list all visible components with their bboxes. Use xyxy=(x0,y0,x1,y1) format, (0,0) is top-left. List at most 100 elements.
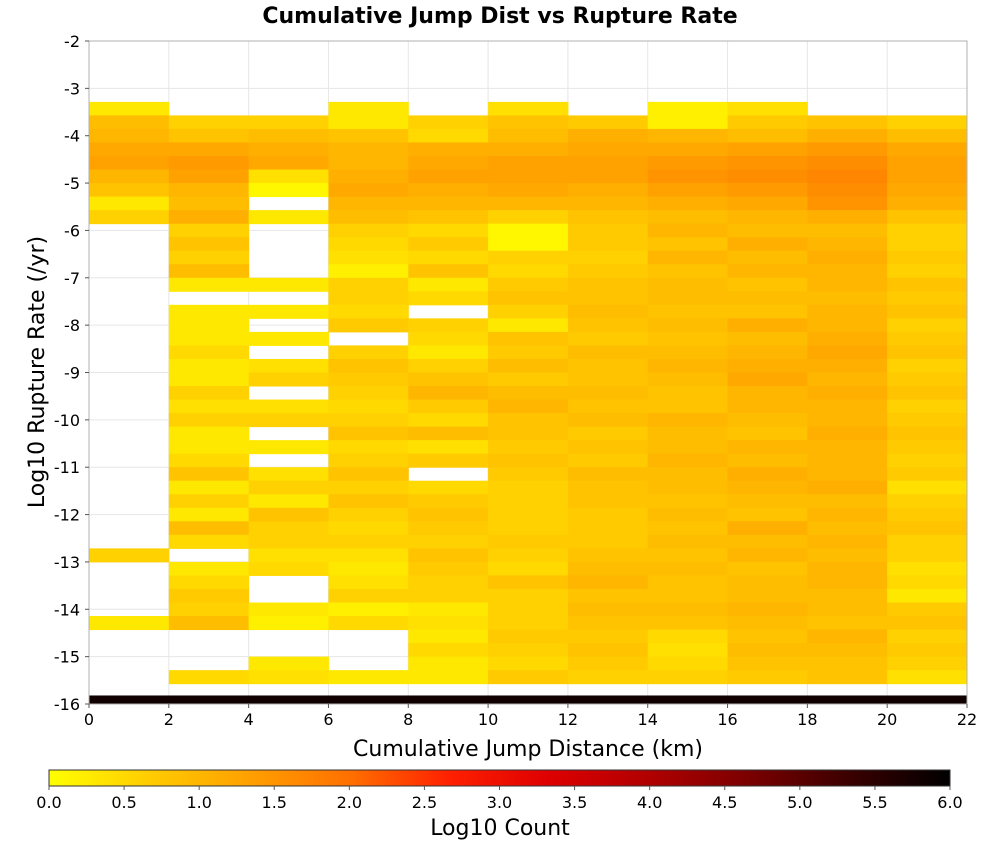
heatmap-cell xyxy=(408,548,489,563)
colorbar-label: Log10 Count xyxy=(430,816,570,841)
heatmap-cell xyxy=(887,210,968,225)
heatmap-cell xyxy=(567,223,649,238)
heatmap-cell xyxy=(408,142,489,157)
heatmap-cell xyxy=(887,629,968,644)
x-tick-label: 20 xyxy=(877,710,897,729)
heatmap-cell xyxy=(248,372,329,387)
heatmap-cell xyxy=(727,548,808,563)
heatmap-cell xyxy=(567,277,649,292)
heatmap-cell xyxy=(168,480,250,495)
y-tick-label: -10 xyxy=(54,411,80,430)
heatmap-cell xyxy=(328,345,409,360)
x-tick-label: 16 xyxy=(717,710,737,729)
heatmap-cell xyxy=(168,575,250,590)
heatmap-cell xyxy=(727,183,808,198)
y-axis-label: Log10 Rupture Rate (/yr) xyxy=(25,236,50,508)
heatmap-cell xyxy=(567,331,649,346)
heatmap-cell xyxy=(727,237,808,252)
heatmap-cell xyxy=(647,643,729,658)
heatmap-cell xyxy=(807,507,888,522)
heatmap-cell xyxy=(567,237,649,252)
heatmap-cell xyxy=(89,183,170,198)
heatmap-cell xyxy=(727,345,808,360)
heatmap-cell xyxy=(168,440,250,455)
heatmap-cell xyxy=(647,521,729,536)
heatmap-cell xyxy=(248,358,329,373)
heatmap-cell xyxy=(647,250,729,265)
heatmap-cell xyxy=(408,588,489,603)
heatmap-cell xyxy=(408,264,489,279)
y-tick-label: -16 xyxy=(54,695,80,714)
y-tick-label: -13 xyxy=(54,553,80,572)
heatmap-cell xyxy=(488,128,569,143)
heatmap-cell xyxy=(89,196,170,211)
heatmap-cell xyxy=(328,561,409,576)
heatmap-cell xyxy=(408,223,489,238)
heatmap-cell xyxy=(727,386,808,401)
heatmap-cell xyxy=(328,521,409,536)
colorbar-tick-label: 5.0 xyxy=(787,793,812,812)
heatmap-cell xyxy=(328,534,409,549)
heatmap-cell xyxy=(727,210,808,225)
heatmap-cell xyxy=(887,521,968,536)
heatmap-cell xyxy=(887,588,968,603)
y-tick-label: -6 xyxy=(64,221,80,240)
heatmap-cell xyxy=(807,399,888,414)
heatmap-cell xyxy=(408,196,489,211)
heatmap-cell xyxy=(488,277,569,292)
heatmap-cell xyxy=(647,453,729,468)
heatmap-cell xyxy=(887,643,968,658)
heatmap-cell xyxy=(647,440,729,455)
colorbar-tick-label: 5.5 xyxy=(862,793,887,812)
colorbar-tick-label: 4.5 xyxy=(712,793,737,812)
heatmap-cell xyxy=(328,237,409,252)
heatmap-cell xyxy=(727,440,808,455)
heatmap-cell xyxy=(647,115,729,130)
colorbar-tick-label: 1.5 xyxy=(262,793,287,812)
heatmap-cell xyxy=(488,521,569,536)
heatmap-cell xyxy=(488,291,569,306)
heatmap-cell xyxy=(807,277,888,292)
x-axis-ticks: 0 2 4 6 8 10 12 14 16 18 20 22 xyxy=(84,704,977,729)
heatmap-cell xyxy=(887,115,968,130)
heatmap-cell xyxy=(647,534,729,549)
heatmap-cell xyxy=(567,588,649,603)
heatmap-cell xyxy=(887,372,968,387)
x-tick-label: 22 xyxy=(957,710,977,729)
heatmap-cell xyxy=(647,656,729,671)
heatmap-cell xyxy=(488,345,569,360)
heatmap-cell xyxy=(248,277,329,292)
heatmap-cell xyxy=(328,588,409,603)
heatmap-cell xyxy=(168,237,250,252)
heatmap-cell xyxy=(408,413,489,428)
heatmap-cell xyxy=(567,156,649,171)
heatmap-cell xyxy=(168,616,250,631)
heatmap-cell xyxy=(567,413,649,428)
heatmap-cell xyxy=(248,156,329,171)
heatmap-cell xyxy=(168,588,250,603)
colorbar-tick-label: 3.0 xyxy=(487,793,512,812)
y-tick-label: -4 xyxy=(64,127,80,146)
heatmap-cell xyxy=(647,196,729,211)
heatmap-cell xyxy=(647,399,729,414)
heatmap-cell xyxy=(567,291,649,306)
heatmap-cell xyxy=(567,196,649,211)
heatmap-cell xyxy=(567,602,649,617)
heatmap-cell xyxy=(248,534,329,549)
heatmap-cell xyxy=(807,588,888,603)
heatmap-cell xyxy=(488,142,569,157)
heatmap-cell xyxy=(567,115,649,130)
x-tick-label: 10 xyxy=(478,710,498,729)
heatmap-cell xyxy=(567,494,649,509)
heatmap-cell xyxy=(647,345,729,360)
heatmap-cell xyxy=(488,101,569,116)
heatmap-cell xyxy=(887,142,968,157)
heatmap-cell xyxy=(887,183,968,198)
heatmap-cell xyxy=(647,237,729,252)
heatmap-cell xyxy=(328,440,409,455)
heatmap-cell xyxy=(647,629,729,644)
heatmap-cell xyxy=(807,386,888,401)
heatmap-cell xyxy=(567,670,649,685)
heatmap-cell xyxy=(807,331,888,346)
